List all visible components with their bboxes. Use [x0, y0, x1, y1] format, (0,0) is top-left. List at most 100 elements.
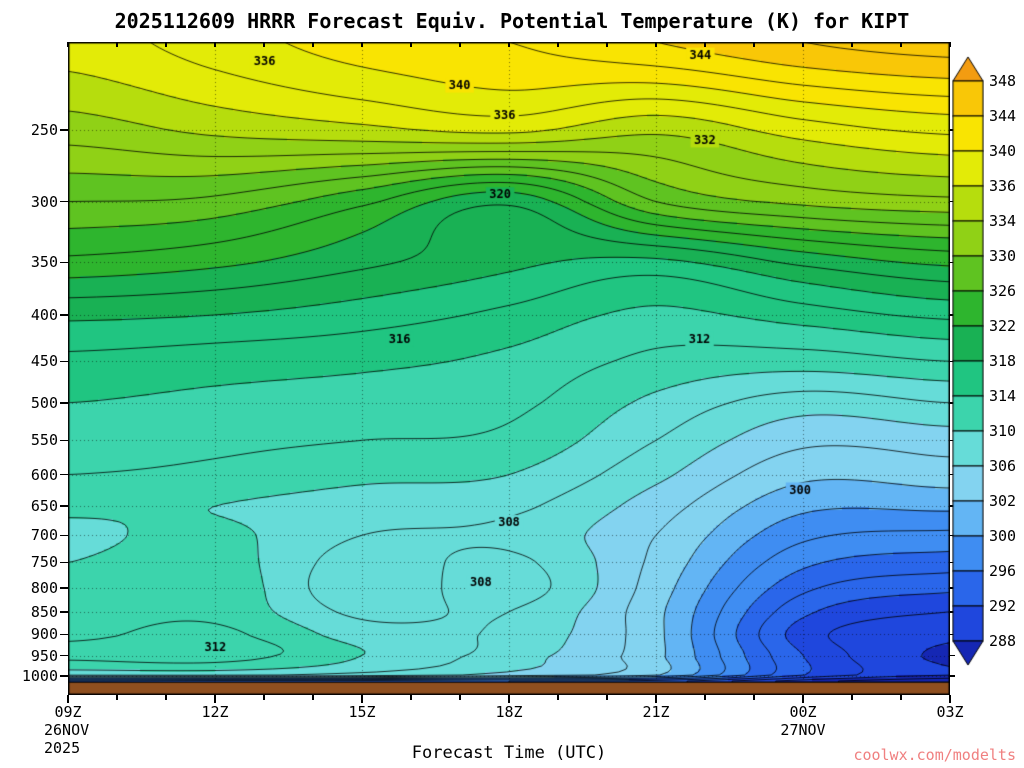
y-tick	[60, 129, 68, 131]
x-tick	[67, 695, 69, 703]
x-tick-label: 03Z	[936, 703, 964, 721]
x-tick-top	[361, 42, 363, 47]
x-tick-top	[67, 42, 69, 47]
x-tick-top	[459, 42, 461, 47]
x-tick	[655, 695, 657, 703]
x-tick-label: 21Z	[642, 703, 670, 721]
x-tick	[165, 695, 167, 700]
x-tick	[704, 695, 706, 700]
y-tick-label: 700	[30, 526, 58, 545]
y-tick-label: 750	[30, 553, 58, 572]
x-tick-top	[410, 42, 412, 47]
x-tick-label: 18Z	[495, 703, 523, 721]
x-tick	[557, 695, 559, 700]
y-tick-label: 550	[30, 431, 58, 450]
y-tick	[60, 534, 68, 537]
x-tick-top	[900, 42, 902, 47]
y-tick	[60, 611, 68, 613]
y-tick-label: 350	[30, 253, 58, 272]
y-tick-right	[950, 675, 955, 677]
y-tick	[60, 675, 68, 677]
y-tick	[60, 654, 68, 657]
x-tick	[753, 695, 755, 700]
x-tick	[116, 695, 118, 700]
x-tick-top	[312, 42, 314, 47]
x-tick	[508, 695, 510, 703]
x-tick-top	[116, 42, 118, 47]
y-tick-label: 850	[30, 602, 58, 621]
colorbar-tick-label: 310	[989, 422, 1017, 440]
y-tick	[60, 633, 68, 636]
colorbar-tick-label: 302	[989, 492, 1017, 510]
x-axis-start-date: 26NOV	[44, 721, 90, 739]
colorbar-tick-label: 326	[989, 282, 1017, 300]
x-tick-top	[214, 42, 216, 47]
x-tick	[263, 695, 265, 700]
x-axis-start-year: 2025	[44, 739, 81, 757]
colorbar-tick-label: 336	[989, 177, 1017, 195]
colorbar-tick-label: 318	[989, 352, 1017, 370]
x-tick	[949, 695, 951, 703]
y-tick-label: 800	[30, 578, 58, 597]
colorbar-tick-label: 296	[989, 562, 1017, 580]
x-tick-top	[753, 42, 755, 47]
x-tick-top	[704, 42, 706, 47]
x-tick-top	[949, 42, 951, 47]
colorbar-tick-label: 334	[989, 212, 1017, 230]
x-tick-top	[557, 42, 559, 47]
y-tick-label: 600	[30, 465, 58, 484]
y-tick-label: 900	[30, 625, 58, 644]
colorbar-tick-label: 322	[989, 317, 1017, 335]
y-tick-label: 300	[30, 192, 58, 211]
y-tick-label: 450	[30, 352, 58, 371]
watermark-link[interactable]: coolwx.com/modelts	[853, 746, 1016, 764]
colorbar-tick-label: 292	[989, 597, 1017, 615]
chart-title: 2025112609 HRRR Forecast Equiv. Potentia…	[114, 9, 910, 33]
y-tick	[60, 261, 68, 264]
colorbar-tick-label: 288	[989, 632, 1017, 650]
x-tick	[606, 695, 608, 700]
x-tick	[361, 695, 363, 703]
y-tick-label: 950	[30, 646, 58, 665]
colorbar-tick-label: 348	[989, 72, 1017, 90]
colorbar-tick-label: 344	[989, 107, 1017, 125]
x-tick-top	[802, 42, 804, 47]
y-tick-label: 400	[30, 305, 58, 324]
x-tick	[312, 695, 314, 700]
colorbar-tick-label: 330	[989, 247, 1017, 265]
y-tick	[60, 439, 68, 442]
x-tick-top	[508, 42, 510, 47]
colorbar-canvas	[952, 56, 984, 666]
y-tick	[60, 473, 68, 476]
colorbar-tick-label: 300	[989, 527, 1017, 545]
x-axis-title: Forecast Time (UTC)	[411, 743, 607, 763]
x-tick	[214, 695, 216, 703]
y-tick	[60, 561, 68, 564]
x-tick-top	[165, 42, 167, 47]
x-tick-top	[655, 42, 657, 47]
x-axis-next-date: 27NOV	[780, 721, 826, 739]
y-tick	[60, 505, 68, 507]
x-tick-label: 15Z	[348, 703, 376, 721]
y-tick	[60, 587, 68, 589]
x-tick	[851, 695, 853, 700]
x-tick-top	[606, 42, 608, 47]
x-tick-label: 09Z	[54, 703, 82, 721]
x-tick-label: 00Z	[789, 703, 817, 721]
colorbar-tick-label: 340	[989, 142, 1017, 160]
y-tick	[60, 200, 68, 203]
x-tick	[410, 695, 412, 700]
x-tick-top	[263, 42, 265, 47]
x-tick	[900, 695, 902, 700]
y-tick	[60, 314, 68, 316]
x-tick-label: 12Z	[201, 703, 229, 721]
x-tick-top	[851, 42, 853, 47]
y-tick	[60, 402, 68, 404]
y-tick	[60, 360, 68, 363]
colorbar-tick-label: 314	[989, 387, 1017, 405]
y-tick-label: 500	[30, 393, 58, 412]
y-tick-label: 1000	[21, 666, 58, 685]
colorbar-tick-label: 306	[989, 457, 1017, 475]
y-tick-label: 250	[30, 120, 58, 139]
x-tick	[459, 695, 461, 700]
